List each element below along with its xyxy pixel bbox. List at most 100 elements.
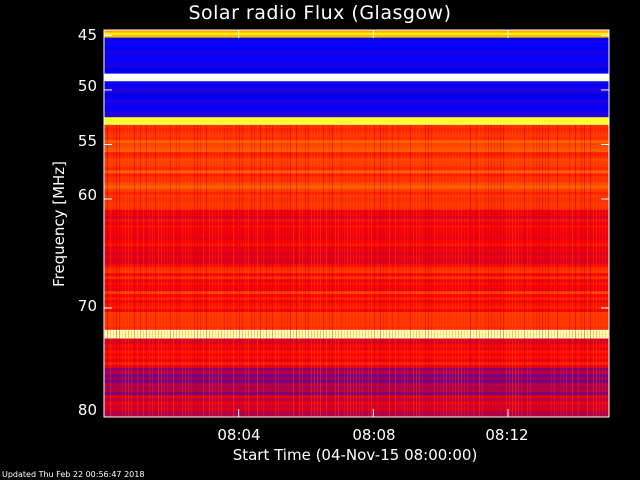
heatmap-streak xyxy=(557,124,558,417)
heatmap-band xyxy=(104,117,609,121)
heatmap-streak xyxy=(413,124,414,417)
heatmap-band xyxy=(104,127,609,132)
heatmap-streak xyxy=(170,124,171,417)
heatmap-band xyxy=(104,356,609,360)
heatmap-streak xyxy=(449,124,450,417)
heatmap-streak xyxy=(605,124,606,417)
heatmap-streak xyxy=(230,124,231,417)
heatmap-band xyxy=(104,37,609,42)
heatmap-streak xyxy=(434,124,435,417)
heatmap-band xyxy=(104,161,609,165)
heatmap-band xyxy=(104,288,609,292)
heatmap-streak xyxy=(293,124,294,417)
heatmap-band xyxy=(104,215,609,220)
heatmap-streak xyxy=(107,124,108,417)
heatmap-band xyxy=(104,64,609,69)
heatmap-band xyxy=(104,374,609,378)
heatmap-band xyxy=(104,76,609,80)
heatmap-streak xyxy=(425,124,426,417)
heatmap-streak xyxy=(158,124,159,417)
heatmap-band xyxy=(104,108,609,112)
heatmap-band xyxy=(104,133,609,138)
heatmap-band xyxy=(104,398,609,402)
heatmap-streak xyxy=(155,124,156,417)
heatmap-band xyxy=(104,303,609,307)
heatmap-streak xyxy=(587,124,588,417)
heatmap-streak xyxy=(188,124,189,417)
heatmap-streak xyxy=(359,124,360,417)
heatmap-band xyxy=(104,404,609,409)
heatmap-band xyxy=(104,99,609,103)
heatmap-streak xyxy=(566,124,567,417)
heatmap-streak xyxy=(452,124,453,417)
y-tick-label: 55 xyxy=(77,132,97,150)
heatmap-band xyxy=(104,276,609,280)
heatmap-streak xyxy=(308,124,309,417)
heatmap-band xyxy=(104,407,609,412)
heatmap-band xyxy=(104,314,609,319)
heatmap-streak xyxy=(347,124,348,417)
heatmap-band xyxy=(104,341,609,345)
heatmap-streak xyxy=(410,124,411,417)
heatmap-band xyxy=(104,317,609,322)
heatmap-band xyxy=(104,179,609,183)
heatmap-band xyxy=(104,386,609,390)
heatmap-streak xyxy=(254,124,255,417)
heatmap-streak xyxy=(395,124,396,417)
heatmap-streak xyxy=(380,124,381,417)
heatmap-streak xyxy=(269,124,270,417)
heatmap-band xyxy=(104,246,609,250)
heatmap-streak xyxy=(500,124,501,417)
heatmap-streak xyxy=(179,124,180,417)
heatmap-streak xyxy=(545,124,546,417)
heatmap-streak xyxy=(215,124,216,417)
heatmap-streak xyxy=(182,124,183,417)
heatmap-band xyxy=(104,362,609,366)
heatmap-streak xyxy=(497,124,498,417)
heatmap-band xyxy=(104,282,609,286)
updated-timestamp: Updated Thu Feb 22 00:56:47 2018 xyxy=(2,470,145,479)
heatmap-band xyxy=(104,52,609,57)
heatmap-streak xyxy=(476,124,477,417)
heatmap-band xyxy=(104,221,609,226)
heatmap-streak xyxy=(575,124,576,417)
heatmap-band xyxy=(104,332,609,337)
heatmap-streak xyxy=(509,124,510,417)
heatmap-band xyxy=(104,249,609,253)
heatmap-band xyxy=(104,279,609,283)
heatmap-streak xyxy=(485,124,486,417)
heatmap-streak xyxy=(548,124,549,417)
heatmap-band xyxy=(104,270,609,274)
plot-frame xyxy=(103,29,610,418)
heatmap-streak xyxy=(530,124,531,417)
x-axis-label: Start Time (04-Nov-15 08:00:00) xyxy=(232,446,478,464)
heatmap-band xyxy=(104,359,609,363)
heatmap-streak xyxy=(518,124,519,417)
heatmap-streak xyxy=(116,124,117,417)
heatmap-streak xyxy=(590,124,591,417)
heatmap-streak xyxy=(386,124,387,417)
heatmap-band xyxy=(104,329,609,334)
heatmap-streak xyxy=(338,124,339,417)
heatmap-streak xyxy=(368,124,369,417)
heatmap-streak xyxy=(467,124,468,417)
heatmap-band xyxy=(104,70,609,75)
heatmap-band xyxy=(104,273,609,277)
heatmap-band xyxy=(104,96,609,100)
y-axis-label: Frequency [MHz] xyxy=(50,160,68,288)
heatmap-band xyxy=(104,323,609,328)
heatmap-band xyxy=(104,389,609,393)
heatmap-streak xyxy=(332,124,333,417)
heatmap-streak xyxy=(482,124,483,417)
heatmap-streak xyxy=(428,124,429,417)
heatmap-streak xyxy=(272,124,273,417)
heatmap-band xyxy=(104,55,609,60)
heatmap-band xyxy=(104,102,609,106)
heatmap-band xyxy=(104,297,609,301)
x-tick-label: 08:08 xyxy=(352,426,396,444)
heatmap-streak xyxy=(572,124,573,417)
heatmap-band xyxy=(104,197,609,202)
heatmap-streak xyxy=(206,124,207,417)
heatmap-streak xyxy=(419,124,420,417)
